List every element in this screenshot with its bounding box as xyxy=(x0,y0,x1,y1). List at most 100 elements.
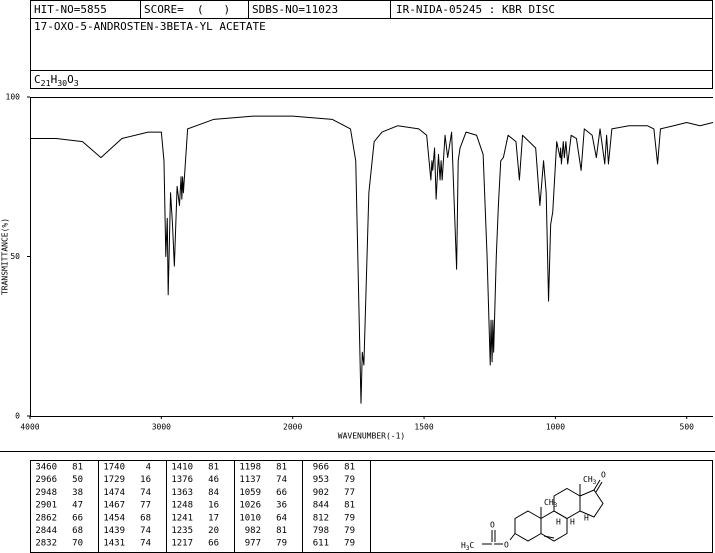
spectrum-plot: 0 50 100 4000 3000 2000 1500 1000 500 WAVENUMBER(… xyxy=(1,93,714,441)
peak-transmittance: 81 xyxy=(344,501,355,511)
peak-wavenumber: 1010 xyxy=(239,513,261,523)
ring xyxy=(553,487,581,520)
peak-wavenumber: 1467 xyxy=(103,501,125,511)
peak-transmittance: 46 xyxy=(208,475,219,485)
peak-wavenumber: 953 xyxy=(313,475,329,485)
peak-wavenumber: 902 xyxy=(313,488,329,498)
peak-transmittance: 47 xyxy=(72,501,83,511)
peak-transmittance: 81 xyxy=(208,463,219,473)
peak-transmittance: 79 xyxy=(344,513,355,523)
hit-number: HIT-NO=5855 xyxy=(34,3,107,16)
peak-transmittance: 66 xyxy=(276,488,287,498)
y-tick-label: 50 xyxy=(10,252,20,261)
x-tick-label: 1500 xyxy=(414,423,433,432)
peak-transmittance: 38 xyxy=(72,488,83,498)
peak-wavenumber: 1363 xyxy=(171,488,193,498)
peak-transmittance: 4 xyxy=(146,463,151,473)
bond xyxy=(509,533,516,541)
atom-label: H xyxy=(570,518,575,527)
peak-wavenumber: 1235 xyxy=(171,526,193,536)
structure-box xyxy=(370,460,713,553)
peak-transmittance: 77 xyxy=(344,488,355,498)
sdbs-number: SDBS-NO=11023 xyxy=(252,3,338,16)
peak-transmittance: 81 xyxy=(72,463,83,473)
x-axis-label: WAVENUMBER(-1) xyxy=(338,432,405,441)
source: IR-NIDA-05245 : KBR DISC xyxy=(396,3,555,16)
peak-wavenumber: 3460 xyxy=(35,463,57,473)
peak-wavenumber: 1059 xyxy=(239,488,261,498)
peak-wavenumber: 966 xyxy=(313,463,329,473)
peak-transmittance: 81 xyxy=(276,526,287,536)
peak-wavenumber: 1410 xyxy=(171,463,193,473)
peak-transmittance: 79 xyxy=(344,475,355,485)
peak-transmittance: 74 xyxy=(140,539,151,549)
ring xyxy=(579,489,604,518)
spectrum-line xyxy=(30,115,714,404)
y-tick-label: 100 xyxy=(6,93,21,102)
peak-transmittance: 74 xyxy=(140,488,151,498)
x-tick-label: 2000 xyxy=(283,423,302,432)
peak-wavenumber: 1137 xyxy=(239,475,261,485)
peak-transmittance: 74 xyxy=(276,475,287,485)
score: SCORE= ( ) xyxy=(144,3,230,16)
peak-transmittance: 79 xyxy=(276,539,287,549)
peak-transmittance: 66 xyxy=(208,539,219,549)
peak-transmittance: 66 xyxy=(72,513,83,523)
bond xyxy=(593,479,601,491)
peak-transmittance: 84 xyxy=(208,488,219,498)
peak-wavenumber: 844 xyxy=(313,501,329,511)
double-bond xyxy=(543,535,555,539)
peak-transmittance: 79 xyxy=(344,526,355,536)
peak-transmittance: 70 xyxy=(72,539,83,549)
atom-label: H xyxy=(556,518,561,527)
atom-label: CH3 xyxy=(583,475,597,486)
peak-transmittance: 81 xyxy=(344,463,355,473)
compound-name: 17-OXO-5-ANDROSTEN-3BETA-YL ACETATE xyxy=(34,20,266,33)
peak-wavenumber: 1376 xyxy=(171,475,193,485)
peak-wavenumber: 982 xyxy=(245,526,261,536)
peak-transmittance: 36 xyxy=(276,501,287,511)
atom-label: O xyxy=(504,541,509,550)
peak-transmittance: 16 xyxy=(140,475,151,485)
formula: C21H30O3 xyxy=(34,73,79,88)
peak-wavenumber: 611 xyxy=(313,539,329,549)
peak-wavenumber: 2966 xyxy=(35,475,57,485)
peak-transmittance: 20 xyxy=(208,526,219,536)
header-box xyxy=(30,0,713,89)
atom-label: O xyxy=(490,521,495,530)
peak-wavenumber: 2948 xyxy=(35,488,57,498)
x-tick-label: 500 xyxy=(680,423,695,432)
peak-transmittance: 68 xyxy=(140,513,151,523)
peak-transmittance: 68 xyxy=(72,526,83,536)
peak-wavenumber: 1431 xyxy=(103,539,125,549)
atom-label: O xyxy=(601,471,606,480)
ring xyxy=(514,510,542,542)
atom-label: H3C xyxy=(461,541,474,552)
peak-wavenumber: 1474 xyxy=(103,488,125,498)
x-tick-label: 1000 xyxy=(546,423,565,432)
peak-wavenumber: 1729 xyxy=(103,475,125,485)
peak-wavenumber: 977 xyxy=(245,539,261,549)
bond xyxy=(595,481,603,493)
atom-label: H xyxy=(584,514,589,523)
peak-wavenumber: 2832 xyxy=(35,539,57,549)
x-tick-label: 3000 xyxy=(152,423,171,432)
peak-transmittance: 64 xyxy=(276,513,287,523)
peak-transmittance: 81 xyxy=(276,463,287,473)
atom-label: CH3 xyxy=(544,498,558,509)
peak-wavenumber: 1740 xyxy=(103,463,125,473)
peak-wavenumber: 1439 xyxy=(103,526,125,536)
peak-transmittance: 79 xyxy=(344,539,355,549)
peak-wavenumber: 1026 xyxy=(239,501,261,511)
peak-wavenumber: 1248 xyxy=(171,501,193,511)
peak-wavenumber: 1217 xyxy=(171,539,193,549)
peak-transmittance: 74 xyxy=(140,526,151,536)
peak-transmittance: 77 xyxy=(140,501,151,511)
peak-wavenumber: 2862 xyxy=(35,513,57,523)
peak-transmittance: 50 xyxy=(72,475,83,485)
peak-wavenumber: 1241 xyxy=(171,513,193,523)
x-tick-label: 4000 xyxy=(20,423,39,432)
peak-wavenumber: 798 xyxy=(313,526,329,536)
peak-wavenumber: 1454 xyxy=(103,513,125,523)
